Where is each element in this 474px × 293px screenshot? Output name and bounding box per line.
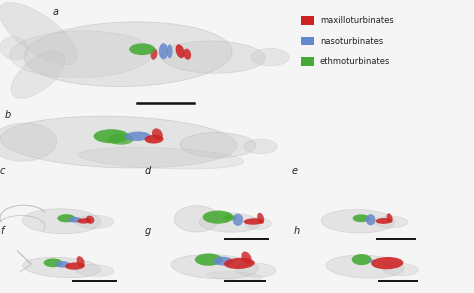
- Ellipse shape: [11, 51, 65, 98]
- Ellipse shape: [376, 218, 392, 224]
- Ellipse shape: [0, 116, 237, 168]
- Ellipse shape: [23, 257, 100, 278]
- Text: maxilloturbinates: maxilloturbinates: [320, 16, 394, 25]
- Ellipse shape: [55, 261, 70, 268]
- Ellipse shape: [246, 218, 272, 229]
- Text: d: d: [145, 166, 151, 176]
- Ellipse shape: [94, 129, 129, 143]
- Ellipse shape: [236, 263, 276, 277]
- Text: ethmoturbinates: ethmoturbinates: [320, 57, 390, 66]
- Ellipse shape: [233, 214, 243, 226]
- Text: nasoturbinates: nasoturbinates: [320, 37, 383, 45]
- Ellipse shape: [374, 216, 408, 228]
- Ellipse shape: [251, 48, 289, 66]
- Ellipse shape: [180, 132, 256, 158]
- Ellipse shape: [175, 44, 185, 58]
- Ellipse shape: [125, 132, 150, 141]
- Text: e: e: [292, 166, 298, 176]
- Ellipse shape: [199, 213, 261, 232]
- Ellipse shape: [206, 272, 263, 280]
- Ellipse shape: [326, 255, 404, 278]
- FancyBboxPatch shape: [301, 37, 314, 45]
- Ellipse shape: [152, 128, 163, 140]
- Ellipse shape: [383, 263, 418, 276]
- Ellipse shape: [183, 49, 191, 60]
- Ellipse shape: [23, 209, 100, 234]
- Ellipse shape: [174, 206, 219, 232]
- Ellipse shape: [387, 213, 392, 223]
- Ellipse shape: [353, 214, 370, 222]
- Text: f: f: [0, 226, 3, 236]
- Ellipse shape: [76, 265, 114, 276]
- Ellipse shape: [161, 41, 265, 73]
- Ellipse shape: [151, 49, 157, 60]
- FancyBboxPatch shape: [301, 57, 314, 66]
- Ellipse shape: [0, 3, 77, 65]
- Ellipse shape: [244, 218, 264, 225]
- Ellipse shape: [167, 44, 173, 58]
- Ellipse shape: [171, 254, 258, 279]
- Ellipse shape: [366, 214, 375, 225]
- Ellipse shape: [371, 257, 403, 269]
- Ellipse shape: [257, 213, 264, 224]
- Ellipse shape: [24, 22, 232, 86]
- Ellipse shape: [213, 257, 233, 265]
- Ellipse shape: [159, 43, 168, 59]
- Ellipse shape: [68, 217, 82, 223]
- Ellipse shape: [0, 123, 57, 161]
- Ellipse shape: [369, 260, 375, 263]
- Ellipse shape: [223, 215, 237, 220]
- Ellipse shape: [244, 139, 277, 154]
- Ellipse shape: [224, 258, 255, 269]
- Ellipse shape: [65, 262, 85, 270]
- Ellipse shape: [78, 147, 244, 169]
- Ellipse shape: [9, 31, 152, 78]
- Text: c: c: [0, 166, 5, 176]
- Ellipse shape: [0, 37, 28, 60]
- Ellipse shape: [86, 216, 94, 224]
- Ellipse shape: [145, 135, 164, 144]
- Ellipse shape: [77, 218, 91, 224]
- Text: a: a: [52, 7, 58, 17]
- Ellipse shape: [76, 256, 85, 267]
- Ellipse shape: [321, 209, 394, 233]
- Ellipse shape: [44, 258, 63, 267]
- Ellipse shape: [241, 251, 252, 264]
- Text: b: b: [5, 110, 11, 120]
- Ellipse shape: [108, 134, 134, 145]
- Text: g: g: [145, 226, 151, 236]
- Ellipse shape: [76, 215, 114, 229]
- Ellipse shape: [129, 43, 155, 55]
- FancyBboxPatch shape: [301, 16, 314, 25]
- Ellipse shape: [352, 254, 372, 265]
- Ellipse shape: [57, 214, 75, 222]
- Ellipse shape: [202, 210, 233, 224]
- Text: h: h: [294, 226, 300, 236]
- Ellipse shape: [195, 253, 222, 266]
